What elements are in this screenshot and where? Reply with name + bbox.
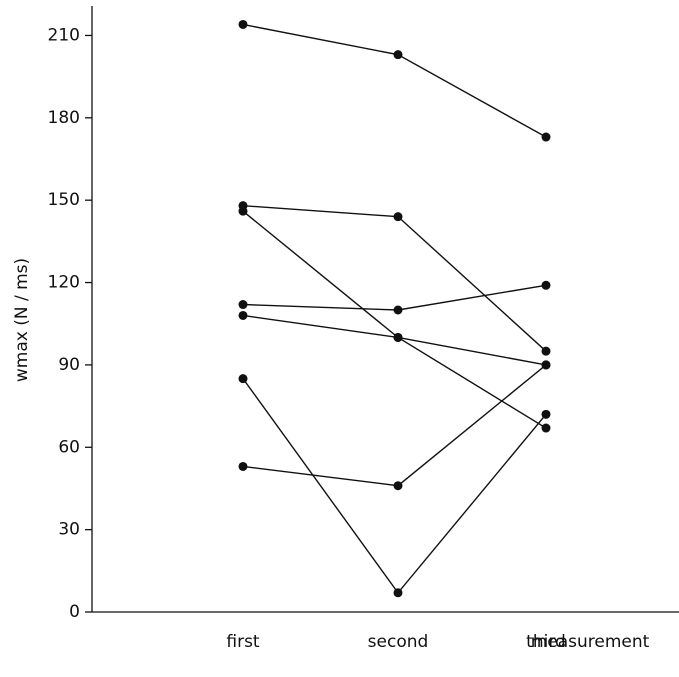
data-point <box>541 132 551 142</box>
data-point <box>238 19 248 29</box>
x-tick-label: second <box>368 632 429 652</box>
y-tick-label: 90 <box>58 355 80 375</box>
data-point <box>238 374 248 384</box>
data-point <box>238 300 248 310</box>
series-line <box>242 204 547 352</box>
data-point <box>393 481 403 491</box>
series-line <box>242 364 547 487</box>
data-point <box>393 332 403 342</box>
x-axis-label: measurement <box>531 632 650 652</box>
data-point <box>541 280 551 290</box>
y-tick-label: 30 <box>58 520 80 540</box>
y-tick-label: 180 <box>48 108 80 128</box>
y-tick-label: 150 <box>48 190 80 210</box>
series-line <box>242 284 547 311</box>
x-tick-label: first <box>226 632 260 652</box>
data-point <box>541 409 551 419</box>
y-axis-label: wmax (N / ms) <box>12 258 32 382</box>
data-point <box>541 360 551 370</box>
data-point <box>393 212 403 222</box>
data-point <box>238 310 248 320</box>
series-line <box>242 210 547 429</box>
y-tick-label: 0 <box>69 602 80 622</box>
series-line <box>242 23 547 138</box>
y-tick-label: 210 <box>48 25 80 45</box>
y-tick-label: 120 <box>48 273 80 293</box>
data-point <box>541 346 551 356</box>
data-point <box>393 588 403 598</box>
data-point <box>238 461 248 471</box>
x-tick-label: third <box>526 632 566 652</box>
data-point <box>393 305 403 315</box>
data-point <box>238 206 248 216</box>
data-point <box>393 50 403 60</box>
data-point <box>541 423 551 433</box>
y-tick-label: 60 <box>58 437 80 457</box>
